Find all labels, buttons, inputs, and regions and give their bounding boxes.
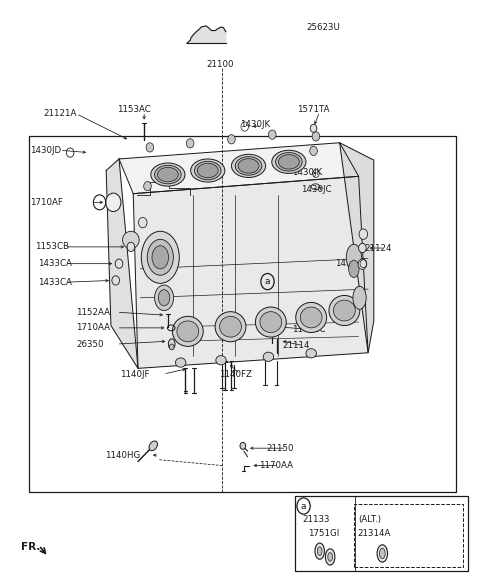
Circle shape [312, 132, 320, 141]
Ellipse shape [235, 157, 262, 175]
Text: 1152AA: 1152AA [76, 308, 110, 317]
Ellipse shape [197, 164, 218, 178]
Text: 1153AC: 1153AC [117, 105, 150, 114]
Ellipse shape [194, 161, 221, 180]
Text: 1153CB: 1153CB [35, 242, 69, 251]
Polygon shape [187, 26, 226, 43]
Text: 25623U: 25623U [306, 23, 340, 32]
Text: 21150: 21150 [266, 444, 294, 453]
Text: 1140FZ: 1140FZ [219, 370, 252, 378]
Ellipse shape [353, 286, 366, 310]
Ellipse shape [238, 159, 259, 173]
Text: 1170AA: 1170AA [259, 461, 293, 470]
Ellipse shape [151, 163, 185, 186]
Text: 21114: 21114 [283, 341, 310, 350]
Ellipse shape [328, 552, 333, 561]
Ellipse shape [158, 290, 170, 306]
Circle shape [228, 135, 235, 144]
Text: 21121A: 21121A [43, 109, 76, 119]
Ellipse shape [306, 349, 316, 358]
Text: 1430JK: 1430JK [292, 168, 322, 178]
Text: 1433CA: 1433CA [38, 277, 72, 287]
Circle shape [186, 139, 194, 148]
Circle shape [310, 146, 317, 155]
Circle shape [146, 142, 154, 152]
Circle shape [106, 193, 121, 211]
Text: 1710AF: 1710AF [30, 198, 63, 207]
Ellipse shape [176, 358, 186, 367]
Ellipse shape [147, 239, 173, 275]
Circle shape [240, 443, 246, 449]
Ellipse shape [231, 154, 265, 178]
Text: 1710AA: 1710AA [76, 324, 110, 332]
Text: 1430JC: 1430JC [301, 185, 331, 193]
Ellipse shape [122, 231, 139, 249]
Ellipse shape [141, 231, 179, 283]
Text: 1433CA: 1433CA [38, 259, 72, 268]
Text: 26350: 26350 [76, 339, 104, 349]
Ellipse shape [377, 545, 387, 562]
Ellipse shape [219, 317, 241, 337]
Ellipse shape [155, 165, 181, 184]
Ellipse shape [157, 168, 179, 182]
Ellipse shape [172, 317, 203, 346]
Ellipse shape [346, 244, 361, 270]
Ellipse shape [278, 155, 300, 169]
Text: (ALT.): (ALT.) [359, 515, 382, 524]
Ellipse shape [272, 150, 306, 173]
Polygon shape [106, 159, 138, 369]
Ellipse shape [263, 352, 274, 361]
Ellipse shape [329, 296, 360, 325]
Ellipse shape [155, 285, 174, 311]
Text: 1430JK: 1430JK [335, 259, 365, 268]
Text: 1751GI: 1751GI [308, 529, 339, 538]
Text: a: a [301, 502, 306, 510]
Ellipse shape [300, 307, 322, 328]
Text: a: a [265, 277, 270, 286]
Ellipse shape [168, 339, 175, 349]
Circle shape [359, 229, 368, 239]
Ellipse shape [317, 547, 322, 555]
Ellipse shape [191, 159, 225, 182]
Ellipse shape [334, 300, 355, 321]
Ellipse shape [315, 543, 324, 559]
Text: 1430JD: 1430JD [30, 146, 61, 155]
Text: 21124: 21124 [364, 244, 392, 252]
Ellipse shape [152, 246, 168, 269]
Ellipse shape [215, 312, 246, 342]
Text: 21100: 21100 [207, 60, 234, 69]
Circle shape [138, 217, 147, 228]
Text: 21314A: 21314A [358, 529, 391, 538]
Circle shape [310, 124, 317, 133]
Text: 1140JF: 1140JF [120, 370, 150, 378]
Circle shape [144, 182, 151, 191]
Text: 1430JK: 1430JK [240, 120, 270, 128]
Ellipse shape [149, 441, 157, 451]
Circle shape [127, 242, 135, 252]
Ellipse shape [260, 312, 282, 332]
Text: 1571TA: 1571TA [297, 105, 329, 114]
Ellipse shape [169, 344, 174, 350]
Ellipse shape [380, 548, 385, 559]
Circle shape [358, 259, 367, 269]
Text: 21133: 21133 [302, 515, 330, 524]
Ellipse shape [216, 356, 226, 365]
Text: FR.: FR. [21, 541, 40, 551]
Ellipse shape [325, 549, 335, 565]
Polygon shape [340, 142, 374, 353]
Bar [29, 136, 456, 492]
Ellipse shape [177, 321, 199, 342]
Bar [354, 505, 463, 566]
Ellipse shape [276, 152, 302, 171]
Ellipse shape [296, 303, 326, 332]
Polygon shape [119, 142, 359, 194]
Bar [295, 496, 468, 571]
Text: 1140HG: 1140HG [105, 451, 140, 460]
Text: 11403C: 11403C [292, 325, 326, 334]
Circle shape [359, 244, 366, 253]
Ellipse shape [348, 260, 359, 277]
Polygon shape [133, 176, 368, 369]
Ellipse shape [255, 307, 286, 337]
Circle shape [268, 130, 276, 140]
